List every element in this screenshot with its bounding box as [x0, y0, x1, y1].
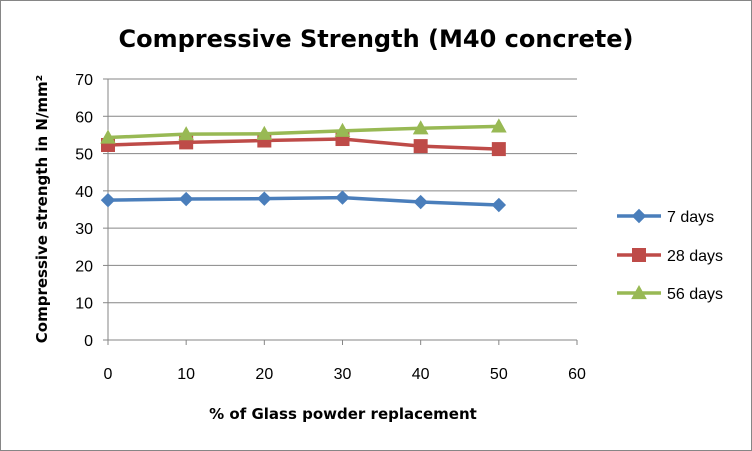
series-line-2 — [107, 124, 499, 140]
x-tick-label-30: 30 — [334, 366, 352, 383]
y-tick-label-30: 30 — [75, 221, 93, 238]
x-tick-label-40: 40 — [412, 366, 430, 383]
y-tick-label-20: 20 — [75, 258, 93, 275]
y-tick-labels: 0 10 20 30 40 50 60 70 — [75, 72, 93, 350]
legend-item-1: 28 days — [617, 248, 723, 265]
legend: 7 days 28 days 56 days — [617, 208, 723, 303]
data-point-0-1 — [178, 191, 194, 207]
series — [100, 118, 507, 213]
data-point-1-4 — [413, 139, 428, 154]
legend-marker-2 — [631, 284, 647, 300]
y-tick-label-70: 70 — [75, 72, 93, 89]
gridlines — [108, 78, 577, 304]
x-tick-label-10: 10 — [177, 366, 195, 383]
y-tick-label-0: 0 — [84, 333, 93, 350]
data-point-0-3 — [335, 190, 350, 205]
data-point-2-5 — [490, 118, 507, 133]
chart-title: Compressive Strength (M40 concrete) — [119, 25, 634, 53]
legend-marker-1 — [632, 248, 646, 262]
data-point-1-5 — [491, 142, 506, 157]
series-2 — [100, 118, 507, 144]
data-point-2-3 — [334, 122, 351, 137]
legend-marker-0 — [631, 208, 647, 224]
x-tick-label-20: 20 — [255, 366, 273, 383]
x-tick-label-50: 50 — [490, 366, 508, 383]
legend-item-0: 7 days — [617, 208, 714, 226]
data-point-0-2 — [257, 191, 272, 206]
series-line-0 — [107, 195, 499, 207]
y-tick-label-60: 60 — [75, 109, 93, 126]
legend-item-2: 56 days — [617, 284, 723, 303]
axes — [103, 78, 578, 345]
x-tick-label-60: 60 — [568, 366, 586, 383]
x-tick-label-0: 0 — [104, 366, 113, 383]
data-point-2-1 — [178, 126, 195, 141]
data-point-2-2 — [256, 125, 273, 140]
data-point-0-0 — [100, 192, 116, 208]
series-0 — [100, 190, 507, 213]
y-tick-label-10: 10 — [75, 296, 93, 313]
data-point-0-5 — [491, 197, 507, 213]
y-tick-label-40: 40 — [75, 184, 93, 201]
legend-label-1: 28 days — [667, 248, 723, 265]
x-axis-title: % of Glass powder replacement — [209, 405, 477, 423]
data-point-2-4 — [412, 120, 429, 135]
data-point-2-0 — [100, 129, 116, 144]
legend-label-2: 56 days — [667, 286, 723, 303]
y-axis-title: Compressive strength in N/mm² — [33, 75, 51, 343]
data-point-0-4 — [413, 194, 428, 210]
x-tick-labels: 0 10 20 30 40 50 60 — [104, 366, 586, 383]
series-line-1 — [107, 137, 499, 151]
y-tick-label-50: 50 — [75, 147, 93, 164]
legend-label-0: 7 days — [667, 209, 714, 226]
